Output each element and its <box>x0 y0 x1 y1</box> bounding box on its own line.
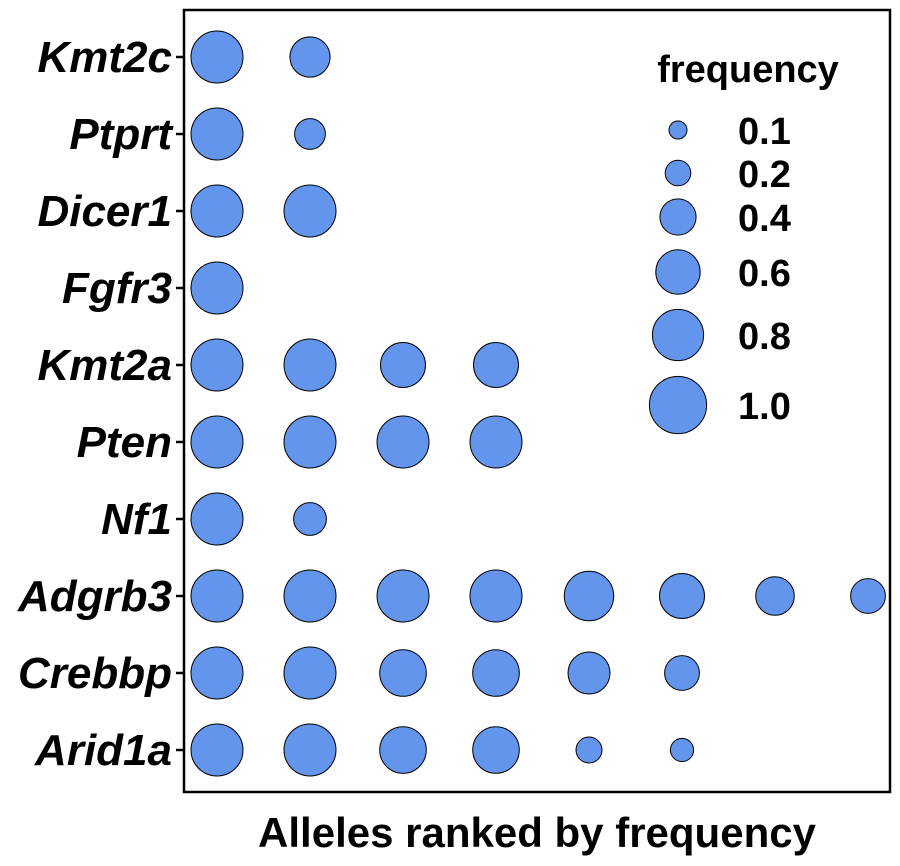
data-point <box>755 576 795 616</box>
y-tick-label: Dicer1 <box>37 187 172 236</box>
data-point <box>379 649 427 697</box>
data-points <box>190 30 886 777</box>
legend-key <box>668 120 688 140</box>
data-point <box>669 737 695 763</box>
data-point <box>190 646 244 700</box>
legend-key <box>648 375 708 435</box>
data-point <box>380 342 426 388</box>
data-point <box>190 30 244 84</box>
data-point <box>190 107 244 161</box>
data-point <box>473 342 519 388</box>
data-point <box>283 569 337 623</box>
data-point <box>283 415 337 469</box>
data-point <box>376 415 430 469</box>
data-point <box>563 570 615 622</box>
data-point <box>283 184 337 238</box>
data-point <box>850 578 886 614</box>
data-point <box>469 415 523 469</box>
data-point <box>283 723 337 777</box>
legend-label: 0.4 <box>738 198 791 240</box>
data-point <box>659 573 705 619</box>
data-point <box>283 646 337 700</box>
data-point <box>190 184 244 238</box>
data-point <box>567 651 611 695</box>
y-tick-label: Ptprt <box>69 110 174 159</box>
data-point <box>190 415 244 469</box>
y-tick-label: Kmt2c <box>38 33 173 82</box>
legend-key <box>651 308 705 362</box>
y-tick-label: Nf1 <box>101 495 172 544</box>
data-point <box>294 118 326 150</box>
data-point <box>575 736 603 764</box>
data-point <box>190 261 244 315</box>
data-point <box>190 338 244 392</box>
data-point <box>472 649 520 697</box>
data-point <box>289 36 331 78</box>
data-point <box>472 726 520 774</box>
data-point <box>469 569 523 623</box>
y-tick-label: Pten <box>77 418 172 467</box>
legend-key <box>655 249 701 295</box>
legend-label: 0.2 <box>738 154 791 196</box>
legend-key <box>659 198 697 236</box>
legend: frequency 0.10.20.4 0.6 0.8 1.0 <box>648 49 839 435</box>
legend-label: 0.8 <box>738 316 791 358</box>
y-axis: Kmt2c Ptprt Dicer1 Fgfr3 Kmt2a Pten Nf1 Adgrb3 C… <box>17 33 184 775</box>
data-point <box>376 569 430 623</box>
data-point <box>190 492 244 546</box>
data-point <box>664 655 700 691</box>
legend-label: 1.0 <box>738 386 791 428</box>
y-tick-label: Adgrb3 <box>17 572 172 621</box>
legend-key <box>664 159 692 187</box>
y-tick-label: Fgfr3 <box>62 264 172 313</box>
legend-label: 0.6 <box>738 253 791 295</box>
legend-title: frequency <box>657 49 839 91</box>
data-point <box>293 502 327 536</box>
y-tick-label: Crebbp <box>18 649 172 698</box>
x-axis-label: Alleles ranked by frequency <box>258 809 817 856</box>
data-point <box>283 338 337 392</box>
y-tick-label: Arid1a <box>34 726 172 775</box>
data-point <box>190 569 244 623</box>
data-point <box>379 726 427 774</box>
data-point <box>190 723 244 777</box>
legend-label: 0.1 <box>738 111 791 153</box>
y-tick-label: Kmt2a <box>38 341 173 390</box>
